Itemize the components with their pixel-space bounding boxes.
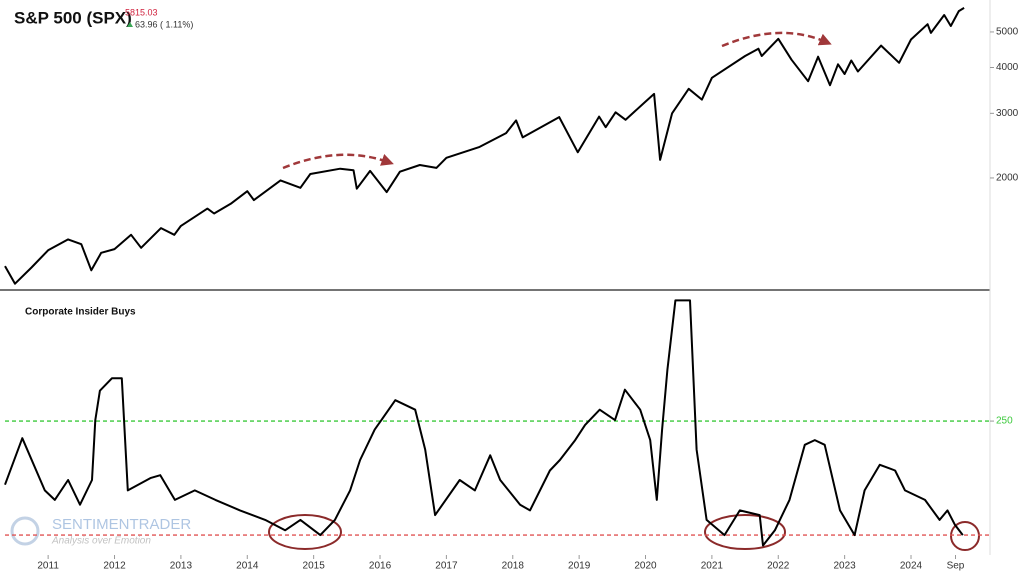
y-tick-label: 3000 xyxy=(996,108,1019,119)
watermark-tagline: Analysis over Emotion xyxy=(51,536,151,547)
data-line xyxy=(4,299,964,547)
data-line xyxy=(4,7,965,285)
x-tick-label: 2021 xyxy=(701,561,724,572)
x-tick-label: 2013 xyxy=(170,561,193,572)
x-tick-label: 2018 xyxy=(502,561,525,572)
x-tick-label: 2020 xyxy=(634,561,657,572)
arrow xyxy=(282,153,394,170)
x-tick-label: 2022 xyxy=(767,561,790,572)
watermark-text: SENTIMENTRADER xyxy=(52,516,191,533)
x-tick-label: 2024 xyxy=(900,561,923,572)
x-tick-label: 2015 xyxy=(303,561,326,572)
x-tick-label: 2019 xyxy=(568,561,591,572)
watermark: SENTIMENTRADER Analysis over Emotion xyxy=(10,516,191,547)
y-tick-label: 4000 xyxy=(996,62,1019,73)
x-tick-label: 2017 xyxy=(435,561,458,572)
last-price: 5815.03 xyxy=(125,7,158,17)
highlight-ellipse xyxy=(268,514,342,550)
annotations xyxy=(268,31,980,551)
y-tick-label: 5000 xyxy=(996,27,1019,38)
y-tick-label: 250 xyxy=(996,416,1013,427)
highlight-ellipse xyxy=(950,521,980,551)
change-label: 63.96 ( 1.11%) xyxy=(135,19,193,29)
panel-title: Corporate Insider Buys xyxy=(25,307,136,318)
chart-title: S&P 500 (SPX) xyxy=(14,8,132,27)
y-tick-label: 2000 xyxy=(996,173,1019,184)
highlight-ellipse xyxy=(704,514,786,550)
arrow xyxy=(721,31,832,48)
x-tick-label: 2012 xyxy=(103,561,126,572)
watermark-logo xyxy=(10,516,40,546)
x-tick-label: Sep xyxy=(947,561,965,572)
x-tick-label: 2011 xyxy=(37,561,59,572)
up-icon xyxy=(127,22,133,27)
x-tick-label: 2014 xyxy=(236,561,259,572)
x-tick-label: 2023 xyxy=(834,561,857,572)
x-tick-label: 2016 xyxy=(369,561,392,572)
